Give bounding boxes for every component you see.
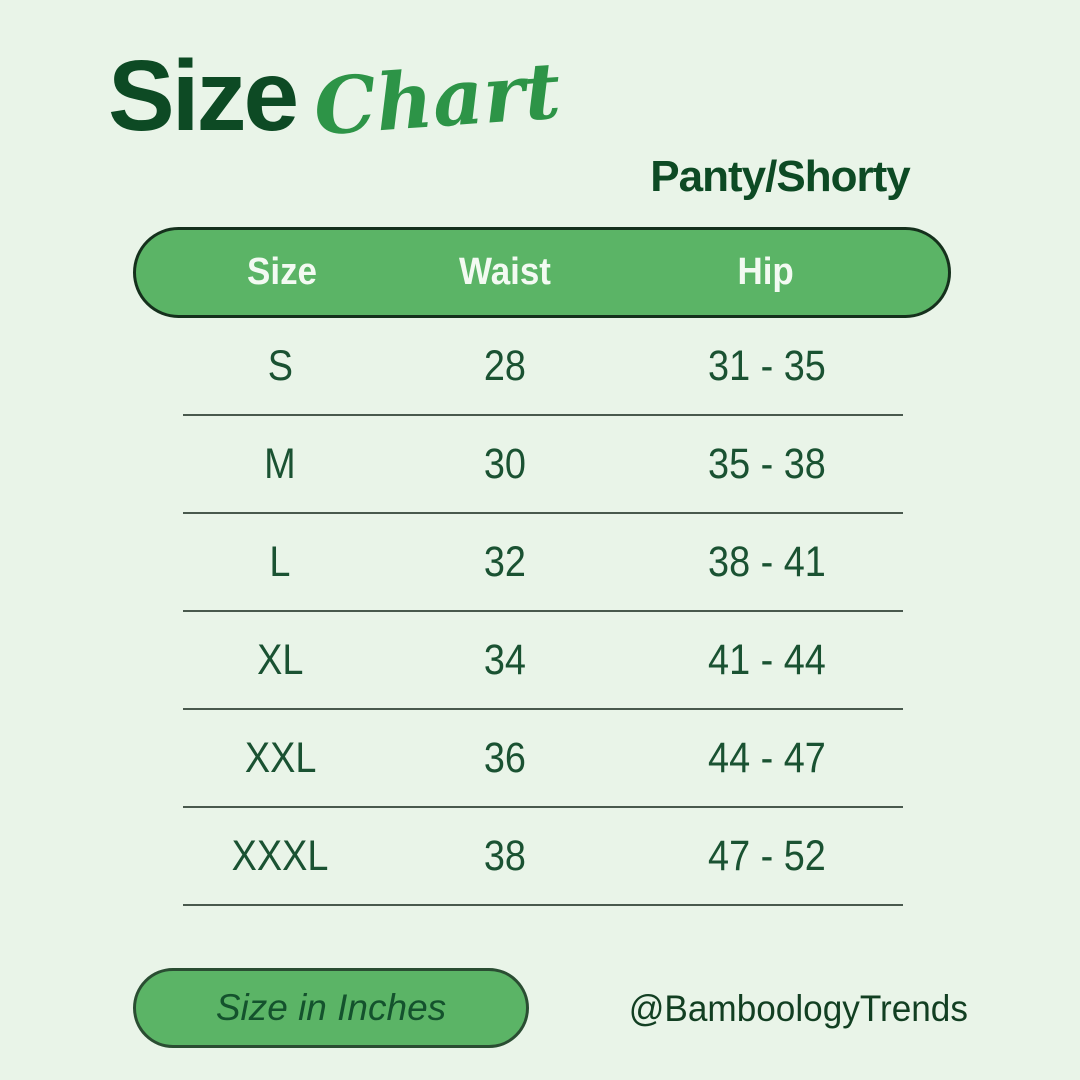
- waist-cell: 28: [427, 342, 582, 391]
- size-value: XXL: [244, 733, 316, 782]
- hip-value: 47 - 52: [708, 831, 826, 880]
- waist-value: 28: [484, 341, 527, 390]
- table-row-m: M 30 35 - 38: [133, 416, 951, 512]
- waist-cell: 38: [427, 832, 582, 881]
- size-cell: M: [133, 440, 427, 489]
- table-header-pill: Size Waist Hip: [133, 227, 951, 318]
- hip-cell: 35 - 38: [583, 440, 951, 489]
- row-divider: [183, 610, 903, 612]
- size-cell: L: [133, 538, 427, 587]
- title-word-size: Size: [108, 40, 299, 152]
- hip-value: 35 - 38: [708, 439, 826, 488]
- size-cell: S: [133, 342, 427, 391]
- waist-value: 38: [484, 831, 527, 880]
- hip-value: 38 - 41: [708, 537, 826, 586]
- size-table-body: S 28 31 - 35 M 30 35 - 38 L 32 38 - 41 X…: [133, 318, 951, 906]
- header-cell-waist: Waist: [428, 251, 582, 294]
- row-divider: [183, 512, 903, 514]
- waist-cell: 32: [427, 538, 582, 587]
- hip-value: 41 - 44: [708, 635, 826, 684]
- size-value: L: [269, 537, 291, 586]
- hip-cell: 47 - 52: [583, 832, 951, 881]
- size-cell: XL: [133, 636, 427, 685]
- header-cell-hip: Hip: [583, 251, 948, 294]
- size-value: M: [264, 439, 296, 488]
- hip-cell: 44 - 47: [583, 734, 951, 783]
- size-value: S: [267, 341, 293, 390]
- header-waist-label: Waist: [459, 251, 552, 293]
- row-divider: [183, 806, 903, 808]
- table-row-xxxl: XXXL 38 47 - 52: [133, 808, 951, 904]
- page-title: Size Chart: [108, 40, 563, 154]
- size-cell: XXL: [133, 734, 427, 783]
- header-cell-size: Size: [136, 251, 428, 294]
- table-row-xl: XL 34 41 - 44: [133, 612, 951, 708]
- unit-note-label: Size in Inches: [215, 987, 447, 1028]
- waist-value: 34: [484, 635, 527, 684]
- waist-cell: 30: [427, 440, 582, 489]
- brand-handle: @BamboologyTrends: [628, 988, 968, 1029]
- title-word-chart: Chart: [311, 45, 564, 154]
- waist-value: 36: [484, 733, 527, 782]
- row-divider: [183, 708, 903, 710]
- hip-cell: 31 - 35: [583, 342, 951, 391]
- unit-note-pill: Size in Inches: [133, 968, 529, 1048]
- table-row-s: S 28 31 - 35: [133, 318, 951, 414]
- size-cell: XXXL: [133, 832, 427, 881]
- row-divider: [183, 904, 903, 906]
- row-divider: [183, 414, 903, 416]
- waist-cell: 36: [427, 734, 582, 783]
- waist-value: 30: [484, 439, 527, 488]
- size-value: XXXL: [231, 831, 329, 880]
- size-value: XL: [257, 635, 304, 684]
- hip-cell: 41 - 44: [583, 636, 951, 685]
- header-size-label: Size: [247, 251, 318, 293]
- header-hip-label: Hip: [737, 251, 794, 293]
- product-subtitle: Panty/Shorty: [650, 152, 910, 201]
- waist-cell: 34: [427, 636, 582, 685]
- waist-value: 32: [484, 537, 527, 586]
- table-row-l: L 32 38 - 41: [133, 514, 951, 610]
- table-row-xxl: XXL 36 44 - 47: [133, 710, 951, 806]
- hip-value: 44 - 47: [708, 733, 826, 782]
- hip-value: 31 - 35: [708, 341, 826, 390]
- hip-cell: 38 - 41: [583, 538, 951, 587]
